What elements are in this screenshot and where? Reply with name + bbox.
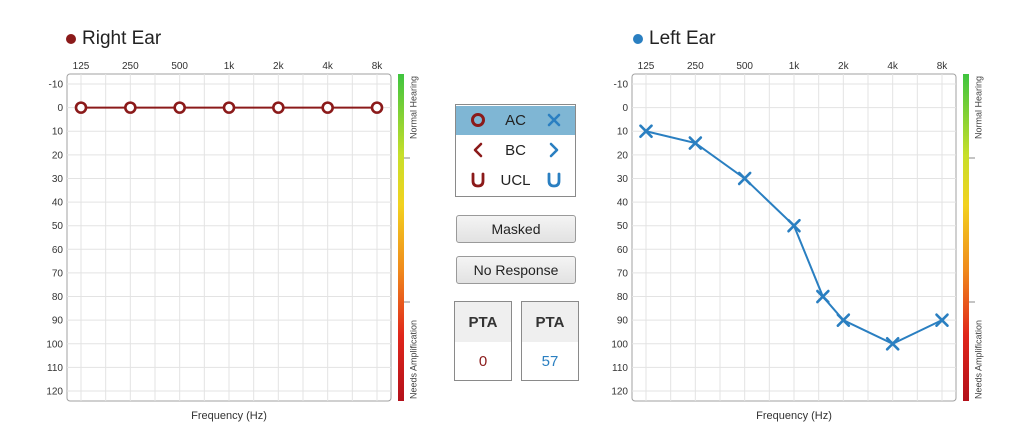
y-tick-label: 50	[52, 221, 64, 232]
plot-group-0: 125 250 500 1k 2k 4k 8k -10 0 10 20 30 40 50 60 70 80 90 1…	[46, 61, 418, 422]
y-tick-label: -10	[49, 80, 64, 91]
left-ear-dot-icon	[633, 34, 643, 44]
data-point-cross[interactable]	[787, 218, 801, 233]
y-tick-label: 10	[617, 127, 629, 138]
data-point-cross[interactable]	[935, 313, 949, 327]
x-tick-label: 1k	[789, 61, 801, 72]
y-tick-label: 90	[617, 316, 629, 327]
y-tick-label: 20	[52, 150, 64, 161]
x-tick-label: 4k	[887, 61, 899, 72]
data-point-circle[interactable]	[370, 101, 384, 114]
symbol-legend: AC BC UCL	[455, 104, 576, 197]
data-point-circle[interactable]	[272, 101, 285, 114]
data-point-cross[interactable]	[816, 289, 830, 304]
data-point-circle[interactable]	[222, 101, 236, 114]
data-point-cross[interactable]	[885, 336, 900, 351]
right-ear-title-text: Right Ear	[82, 28, 162, 49]
y-tick-label: 30	[52, 174, 64, 185]
color-bar-top-label: Normal Hearing	[408, 76, 418, 139]
circle-icon	[471, 113, 485, 127]
x-tick-label: 8k	[372, 61, 384, 72]
y-tick-label: 10	[52, 127, 64, 138]
data-point-cross[interactable]	[639, 124, 653, 139]
u-shape-icon	[547, 172, 561, 188]
x-tick-label: 500	[171, 61, 188, 72]
x-tick-label: 2k	[273, 61, 285, 72]
pta-left-value: 57	[541, 352, 559, 370]
y-tick-label: 110	[612, 363, 628, 374]
x-axis-label: Frequency (Hz)	[756, 410, 832, 422]
color-bar-bottom-label: Needs Amplification	[973, 320, 983, 399]
masked-button[interactable]: Masked	[456, 215, 576, 243]
right-ear-title: Right Ear	[66, 28, 161, 50]
legend-label-ucl: UCL	[500, 172, 531, 189]
series-line	[645, 130, 943, 345]
data-point-circle[interactable]	[321, 101, 334, 114]
y-tick-label: 120	[46, 387, 63, 398]
y-tick-label: 60	[617, 245, 629, 256]
data-point-cross[interactable]	[737, 171, 752, 186]
y-tick-label: 40	[617, 198, 629, 209]
x-tick-label: 2k	[838, 61, 850, 72]
x-tick-label: 125	[73, 61, 90, 72]
data-point-cross[interactable]	[688, 136, 703, 150]
legend-label-ac: AC	[505, 112, 526, 129]
x-tick-label: 500	[736, 61, 753, 72]
legend-row-ucl[interactable]: UCL	[456, 166, 575, 195]
x-tick-label: 250	[122, 61, 139, 72]
y-tick-label: 90	[52, 316, 64, 327]
y-tick-label: 100	[611, 339, 628, 350]
y-tick-label: 120	[611, 387, 628, 398]
y-tick-label: 60	[52, 245, 64, 256]
no-response-button[interactable]: No Response	[456, 256, 576, 284]
left-ear-title-text: Left Ear	[649, 28, 716, 49]
y-tick-label: 40	[52, 198, 64, 209]
y-tick-label: 30	[617, 174, 629, 185]
data-point-circle[interactable]	[74, 101, 88, 114]
right-ear-dot-icon	[66, 34, 76, 44]
y-tick-label: 100	[46, 339, 63, 350]
y-tick-label: 0	[622, 103, 628, 114]
y-tick-label: 80	[52, 292, 64, 303]
x-tick-label: 4k	[322, 61, 334, 72]
y-tick-label: 0	[57, 103, 63, 114]
color-bar-bottom-label: Needs Amplification	[408, 320, 418, 399]
y-tick-label: -10	[614, 80, 629, 91]
x-tick-label: 125	[638, 61, 655, 72]
color-bar-top-label: Normal Hearing	[973, 76, 983, 139]
x-tick-label: 8k	[937, 61, 949, 72]
pta-right-value: 0	[478, 352, 488, 370]
x-tick-label: 250	[687, 61, 704, 72]
pta-right-label: PTA	[455, 302, 511, 342]
pta-right-box: PTA 0	[454, 301, 512, 381]
u-shape-icon	[471, 172, 485, 188]
chevron-right-icon	[549, 142, 559, 158]
chevron-left-icon	[473, 142, 483, 158]
data-point-cross[interactable]	[836, 313, 851, 327]
color-bar	[398, 74, 404, 401]
legend-row-bc[interactable]: BC	[456, 136, 575, 165]
legend-row-ac[interactable]: AC	[456, 106, 575, 135]
y-tick-label: 50	[617, 221, 629, 232]
color-bar	[963, 74, 969, 401]
data-point-circle[interactable]	[124, 101, 137, 114]
left-ear-title: Left Ear	[633, 28, 716, 50]
legend-label-bc: BC	[505, 142, 526, 159]
y-tick-label: 70	[617, 268, 629, 279]
y-tick-label: 20	[617, 150, 629, 161]
y-tick-label: 70	[52, 268, 64, 279]
pta-left-label: PTA	[522, 302, 578, 342]
x-tick-label: 1k	[224, 61, 236, 72]
x-axis-label: Frequency (Hz)	[191, 410, 267, 422]
plot-group-1: 125 250 500 1k 2k 4k 8k -10 0 10 20 30 40 50 60 70 80 90 1…	[611, 61, 983, 422]
cross-icon	[547, 113, 561, 127]
y-tick-label: 80	[617, 292, 629, 303]
data-point-circle[interactable]	[173, 101, 186, 114]
pta-left-box: PTA 57	[521, 301, 579, 381]
y-tick-label: 110	[47, 363, 63, 374]
